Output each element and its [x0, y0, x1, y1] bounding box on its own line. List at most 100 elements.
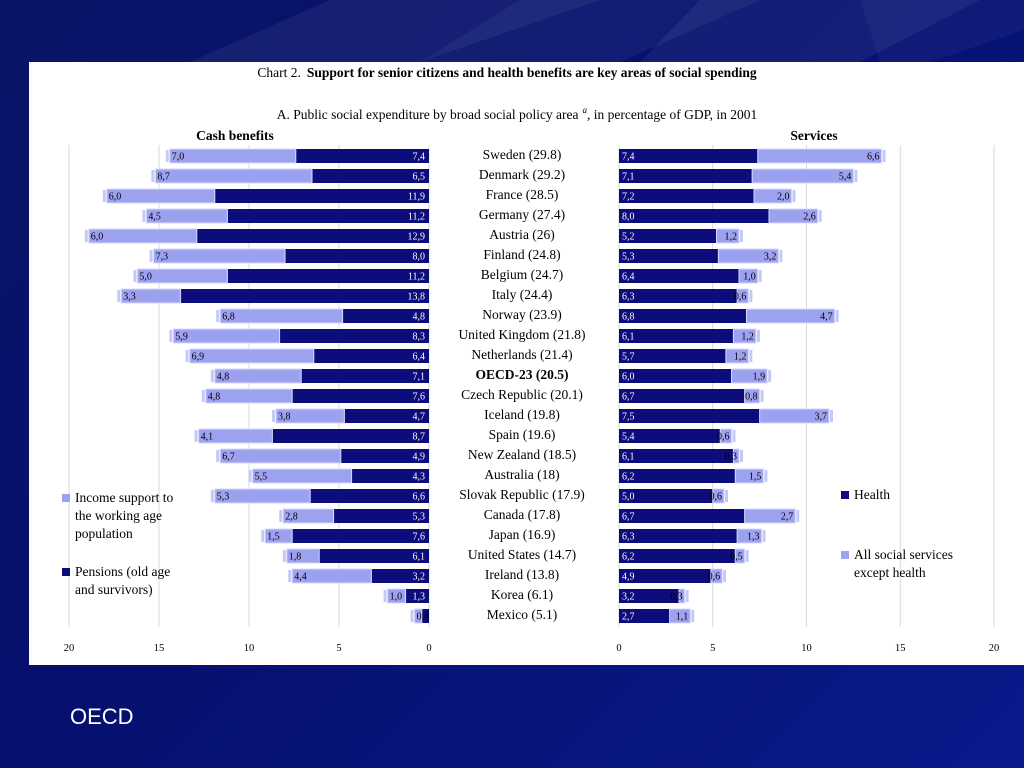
bar-right-end-cap	[732, 430, 736, 442]
bar-left-pensions	[344, 409, 429, 423]
label-right-social-services: 1,9	[753, 372, 766, 383]
label-right-social-services: 1,2	[741, 332, 754, 343]
bar-right-social-services	[734, 468, 764, 484]
category-label: Belgium (24.7)	[481, 267, 564, 282]
chart-title-main: Support for senior citizens and health b…	[307, 65, 757, 80]
label-right-social-services: 1,2	[734, 352, 747, 363]
bar-left-pensions	[285, 249, 429, 263]
bar-right-health	[619, 429, 721, 443]
label-left-income-support: 6,8	[222, 312, 235, 323]
label-right-social-services: 1,2	[725, 232, 738, 243]
left-tick-label: 20	[64, 643, 75, 654]
category-label: OECD-23 (20.5)	[476, 367, 569, 382]
label-right-social-services: 0,5	[730, 552, 743, 563]
bar-right-health	[619, 449, 734, 463]
label-right-health: 6,0	[622, 372, 635, 383]
bar-left-income-support	[189, 348, 315, 364]
chart-subtitle-sup: a	[583, 105, 588, 115]
legend-income-support-swatch	[62, 494, 70, 502]
bar-right-health	[619, 549, 736, 563]
bar-right-health	[619, 189, 754, 203]
bar-left-end-cap	[288, 570, 292, 582]
legend-income-support-text: population	[75, 526, 133, 541]
bar-left-end-cap	[151, 170, 155, 182]
bar-left-end-cap	[165, 150, 169, 162]
bar-left-end-cap	[185, 350, 189, 362]
label-left-income-support: 2,8	[285, 512, 298, 523]
bar-left-income-support	[286, 548, 320, 564]
label-right-social-services: 0,6	[710, 492, 723, 503]
bar-left-pensions	[272, 429, 429, 443]
bar-right-social-services	[734, 548, 746, 564]
bar-left-pensions	[214, 189, 429, 203]
bar-right-social-services	[732, 328, 757, 344]
bar-right-health	[619, 509, 745, 523]
label-left-pensions: 7,1	[413, 372, 426, 383]
bar-right-social-services	[738, 268, 759, 284]
label-left-pensions: 5,3	[413, 512, 426, 523]
label-left-income-support: 6,0	[109, 192, 122, 203]
label-right-health: 6,3	[622, 532, 635, 543]
bar-left-income-support	[282, 508, 335, 524]
bar-right-end-cap	[768, 370, 772, 382]
label-right-health: 7,2	[622, 192, 635, 203]
chart-title: Chart 2. Support for senior citizens and …	[257, 65, 757, 80]
label-right-health: 6,7	[622, 512, 635, 523]
left-tick-label: 0	[426, 643, 431, 654]
category-label: United States (14.7)	[468, 547, 576, 562]
bar-right-end-cap	[760, 390, 764, 402]
label-left-pensions: 8,3	[413, 332, 426, 343]
label-right-health: 6,2	[622, 472, 635, 483]
bar-right-health	[619, 469, 736, 483]
bar-left-pensions	[340, 449, 429, 463]
bar-left-income-support	[169, 148, 297, 164]
bar-left-end-cap	[142, 210, 146, 222]
legend-health-swatch	[841, 491, 849, 499]
bar-right-health	[619, 249, 719, 263]
bar-left-pensions	[421, 609, 429, 623]
bar-right-end-cap	[756, 330, 760, 342]
bar-right-end-cap	[762, 530, 766, 542]
bar-left-income-support	[154, 168, 313, 184]
bar-right-end-cap	[758, 270, 762, 282]
category-label: Korea (6.1)	[491, 587, 553, 602]
bar-left-income-support	[214, 368, 302, 384]
label-left-pensions: 7,6	[413, 392, 426, 403]
bar-right-health	[619, 149, 758, 163]
bar-right-health	[619, 349, 726, 363]
bar-left-end-cap	[117, 290, 121, 302]
bar-left-end-cap	[102, 190, 106, 202]
category-label: Canada (17.8)	[484, 507, 560, 522]
chart-title-prefix: Chart 2.	[257, 65, 301, 80]
label-left-pensions: 11,2	[408, 212, 425, 223]
bar-left-pensions	[342, 309, 429, 323]
category-label: Norway (23.9)	[482, 307, 561, 322]
label-right-health: 6,2	[622, 552, 635, 563]
bar-right-end-cap	[740, 230, 743, 242]
label-right-social-services: 2,7	[781, 512, 794, 523]
bar-left-income-support	[264, 528, 293, 544]
label-right-health: 5,2	[622, 232, 635, 243]
bar-right-end-cap	[723, 570, 727, 582]
bar-left-pensions	[371, 569, 429, 583]
bar-right-social-services	[744, 388, 761, 404]
bar-right-social-services	[736, 528, 762, 544]
label-left-income-support: 5,3	[217, 492, 230, 503]
bar-right-health	[619, 209, 769, 223]
bar-right-end-cap	[882, 150, 886, 162]
label-left-income-support: 1,0	[390, 592, 403, 603]
label-right-health: 7,4	[622, 152, 635, 163]
right-tick-label: 10	[801, 643, 812, 654]
bar-left-income-support	[172, 328, 281, 344]
category-label: New Zealand (18.5)	[468, 447, 576, 462]
bar-left-income-support	[291, 568, 372, 584]
bar-left-income-support	[219, 308, 344, 324]
bar-right-health	[619, 389, 745, 403]
label-right-health: 5,0	[622, 492, 635, 503]
bar-right-social-services	[712, 488, 725, 504]
category-label: United Kingdom (21.8)	[458, 327, 585, 342]
bar-right-end-cap	[685, 590, 689, 602]
bar-left-income-support	[252, 468, 353, 484]
bar-left-end-cap	[201, 390, 205, 402]
label-left-pensions: 1,3	[413, 592, 426, 603]
